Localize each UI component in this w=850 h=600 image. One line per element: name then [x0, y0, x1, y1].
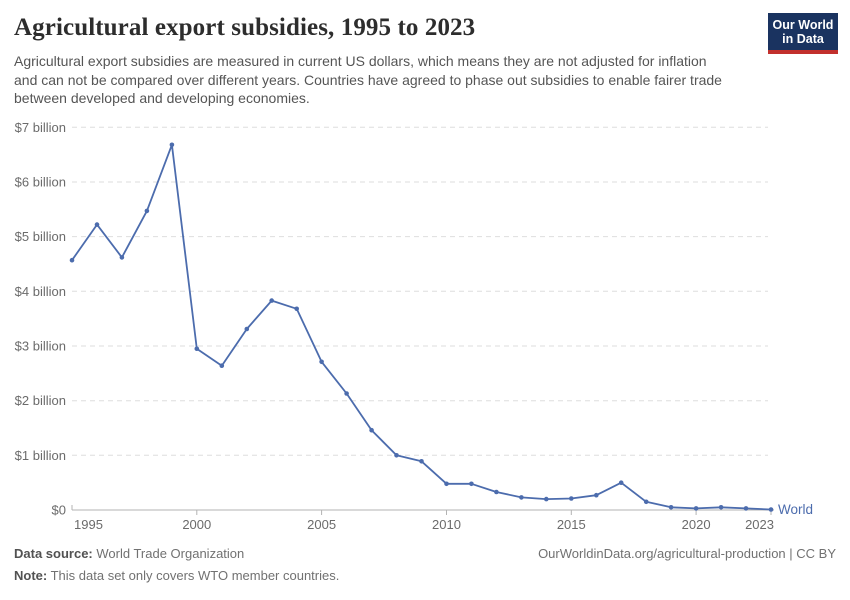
- data-point[interactable]: [693, 506, 699, 511]
- data-point[interactable]: [369, 427, 374, 433]
- data-point[interactable]: [394, 453, 399, 458]
- data-point[interactable]: [194, 346, 200, 352]
- y-axis-label: $7 billion: [15, 120, 66, 135]
- data-point[interactable]: [668, 505, 674, 510]
- data-point[interactable]: [519, 495, 524, 500]
- owid-logo-line1: Our World: [772, 18, 834, 32]
- attribution-link[interactable]: OurWorldinData.org/agricultural-producti…: [538, 546, 836, 561]
- x-axis-label: 2000: [182, 517, 211, 532]
- data-point[interactable]: [569, 496, 574, 501]
- note-value: This data set only covers WTO member cou…: [50, 568, 340, 583]
- data-point[interactable]: [94, 222, 100, 227]
- data-point[interactable]: [768, 507, 774, 512]
- footer-source-row: Data source: World Trade Organization Ou…: [14, 546, 836, 561]
- data-point[interactable]: [144, 208, 150, 214]
- x-axis-label: 2020: [682, 517, 711, 532]
- x-axis-label: 2015: [557, 517, 586, 532]
- owid-logo-line2: in Data: [782, 32, 824, 46]
- y-axis-label: $6 billion: [15, 175, 66, 190]
- data-point[interactable]: [344, 391, 349, 396]
- data-point[interactable]: [169, 142, 175, 148]
- series-label-world[interactable]: World: [778, 502, 813, 517]
- data-point[interactable]: [219, 363, 225, 369]
- y-axis-label: $3 billion: [15, 339, 66, 354]
- data-point[interactable]: [419, 459, 424, 464]
- y-axis-label: $0: [52, 503, 66, 518]
- x-axis-label: 2010: [432, 517, 461, 532]
- data-source-value: World Trade Organization: [96, 546, 245, 561]
- data-point[interactable]: [743, 506, 749, 511]
- data-point[interactable]: [544, 496, 549, 502]
- data-point[interactable]: [269, 298, 275, 303]
- x-axis-label: 1995: [74, 517, 103, 532]
- data-point[interactable]: [643, 499, 649, 505]
- y-axis-label: $1 billion: [15, 448, 66, 463]
- data-point[interactable]: [294, 306, 300, 312]
- data-source-label: Data source:: [14, 546, 93, 561]
- data-source: Data source: World Trade Organization: [14, 546, 244, 561]
- data-point[interactable]: [444, 481, 449, 487]
- data-point[interactable]: [244, 326, 250, 332]
- footer-note: Note: This data set only covers WTO memb…: [14, 568, 339, 583]
- x-axis-label: 2005: [307, 517, 336, 532]
- data-point[interactable]: [494, 489, 499, 495]
- data-point[interactable]: [319, 359, 324, 365]
- y-axis-label: $4 billion: [15, 284, 66, 299]
- data-point[interactable]: [594, 492, 599, 498]
- y-axis-label: $5 billion: [15, 229, 66, 244]
- data-point[interactable]: [69, 257, 75, 263]
- world-line: [71, 143, 772, 511]
- chart-title: Agricultural export subsidies, 1995 to 2…: [14, 14, 476, 41]
- data-point[interactable]: [119, 255, 125, 260]
- y-axis-label: $2 billion: [15, 393, 66, 408]
- owid-logo[interactable]: Our World in Data: [768, 13, 838, 54]
- x-axis-label: 2023: [745, 517, 774, 532]
- data-point[interactable]: [469, 481, 474, 487]
- note-label: Note:: [14, 568, 48, 583]
- data-point[interactable]: [718, 505, 724, 510]
- data-point[interactable]: [618, 480, 624, 486]
- chart-subtitle: Agricultural export subsidies are measur…: [14, 53, 722, 106]
